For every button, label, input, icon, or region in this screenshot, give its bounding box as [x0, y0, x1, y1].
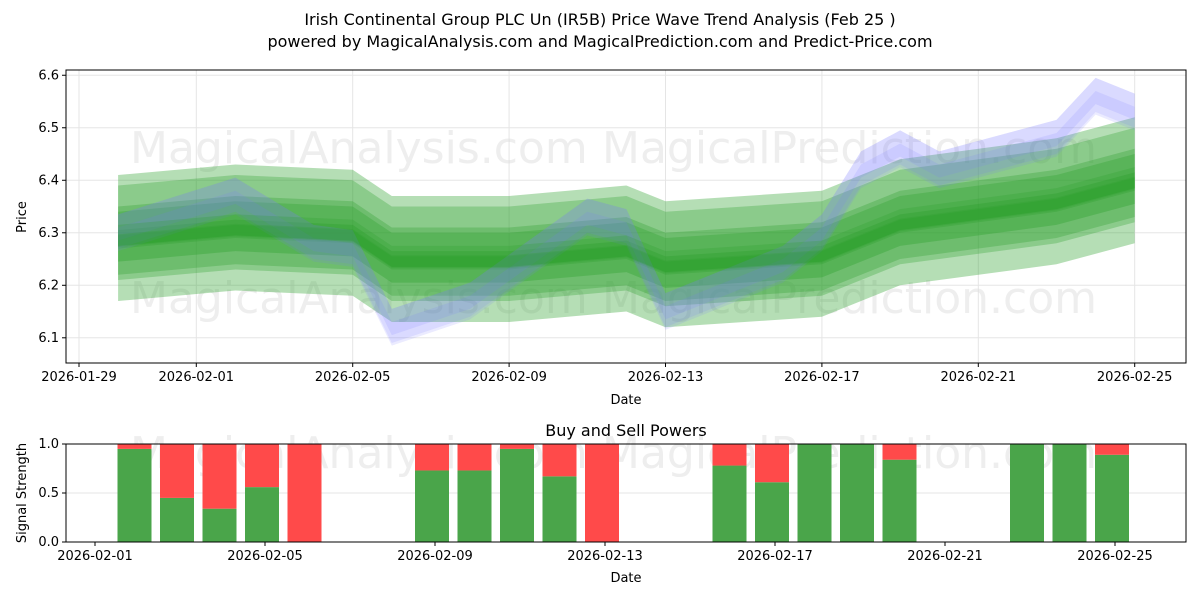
y-axis-label: Signal Strength [15, 443, 30, 543]
watermark: MagicalPrediction.com [602, 273, 1097, 324]
trend-band [118, 154, 1135, 302]
buy-bar [415, 470, 449, 542]
buy-bar [882, 459, 917, 542]
subplot-title: Buy and Sell Powers [545, 421, 707, 440]
y-tick-label: 6.5 [38, 121, 59, 136]
sell-bar [160, 444, 194, 498]
x-tick-label: 2026-02-09 [471, 370, 547, 385]
y-tick-label: 0.5 [38, 486, 59, 501]
sell-bar [755, 444, 789, 483]
sell-bar [542, 444, 577, 477]
trend-band [118, 172, 1135, 273]
sell-bar [117, 444, 152, 449]
buy-bar [542, 476, 577, 542]
x-tick-label: 2026-02-17 [737, 549, 813, 564]
x-tick-label: 2026-01-29 [41, 370, 117, 385]
trend-band [118, 127, 1135, 307]
price-wave-band [118, 91, 1135, 344]
price-wave-band [118, 77, 1135, 336]
trend-band [118, 177, 1135, 288]
buy-bar [797, 444, 832, 542]
plot-frame [65, 69, 1187, 364]
chart-subtitle: powered by MagicalAnalysis.com and Magic… [267, 32, 933, 51]
sell-bar [500, 444, 534, 449]
sell-bar [457, 444, 492, 471]
sell-bar [882, 444, 917, 460]
price-wave-band [118, 77, 1135, 346]
buy-bar [1095, 454, 1129, 542]
trend-band [118, 148, 1135, 275]
sell-bar [202, 444, 237, 509]
buy-bar [160, 497, 194, 542]
x-tick-label: 2026-02-13 [567, 549, 643, 564]
x-axis-label: Date [610, 393, 641, 408]
y-tick-label: 1.0 [38, 437, 59, 452]
chart-title: Irish Continental Group PLC Un (IR5B) Pr… [304, 10, 896, 29]
sell-bar [1095, 444, 1129, 455]
y-tick-label: 6.4 [38, 173, 59, 188]
y-tick-label: 6.3 [38, 226, 59, 241]
x-tick-label: 2026-02-17 [784, 370, 860, 385]
plot-frame [65, 443, 1187, 543]
x-tick-label: 2026-02-05 [315, 370, 391, 385]
x-tick-label: 2026-02-09 [397, 549, 473, 564]
buy-bar [1052, 444, 1087, 542]
sell-bar [245, 444, 279, 488]
x-tick-label: 2026-02-01 [57, 549, 133, 564]
trend-band [118, 176, 1135, 274]
buy-bar [1010, 444, 1044, 542]
sell-bar [415, 444, 449, 471]
watermark: MagicalAnalysis.com [130, 273, 588, 324]
x-tick-label: 2026-02-05 [227, 549, 303, 564]
y-tick-label: 6.1 [38, 331, 59, 346]
y-tick-label: 0.0 [38, 535, 59, 550]
buy-bar [245, 487, 279, 542]
buy-bar [117, 448, 152, 542]
x-tick-label: 2026-02-01 [159, 370, 235, 385]
y-axis-label: Price [15, 201, 30, 233]
x-tick-label: 2026-02-25 [1097, 370, 1173, 385]
trend-band [118, 117, 1135, 328]
x-tick-label: 2026-02-21 [907, 549, 983, 564]
x-tick-label: 2026-02-13 [628, 370, 704, 385]
x-tick-label: 2026-02-21 [941, 370, 1017, 385]
buy-bar [457, 470, 492, 542]
trend-band [118, 167, 1135, 273]
x-tick-label: 2026-02-25 [1077, 549, 1153, 564]
sell-bar [585, 444, 619, 542]
sell-bar [712, 444, 747, 466]
watermark: MagicalAnalysis.com [130, 123, 588, 174]
buy-bar [755, 482, 789, 542]
y-tick-label: 6.6 [38, 68, 59, 83]
x-axis-label: Date [610, 571, 641, 586]
buy-bar [840, 444, 874, 542]
y-tick-label: 6.2 [38, 278, 59, 293]
buy-bar [712, 465, 747, 542]
watermark: MagicalPrediction.com [602, 123, 1097, 174]
sell-bar [287, 444, 322, 542]
buy-bar [500, 448, 534, 542]
buy-bar [202, 508, 237, 542]
